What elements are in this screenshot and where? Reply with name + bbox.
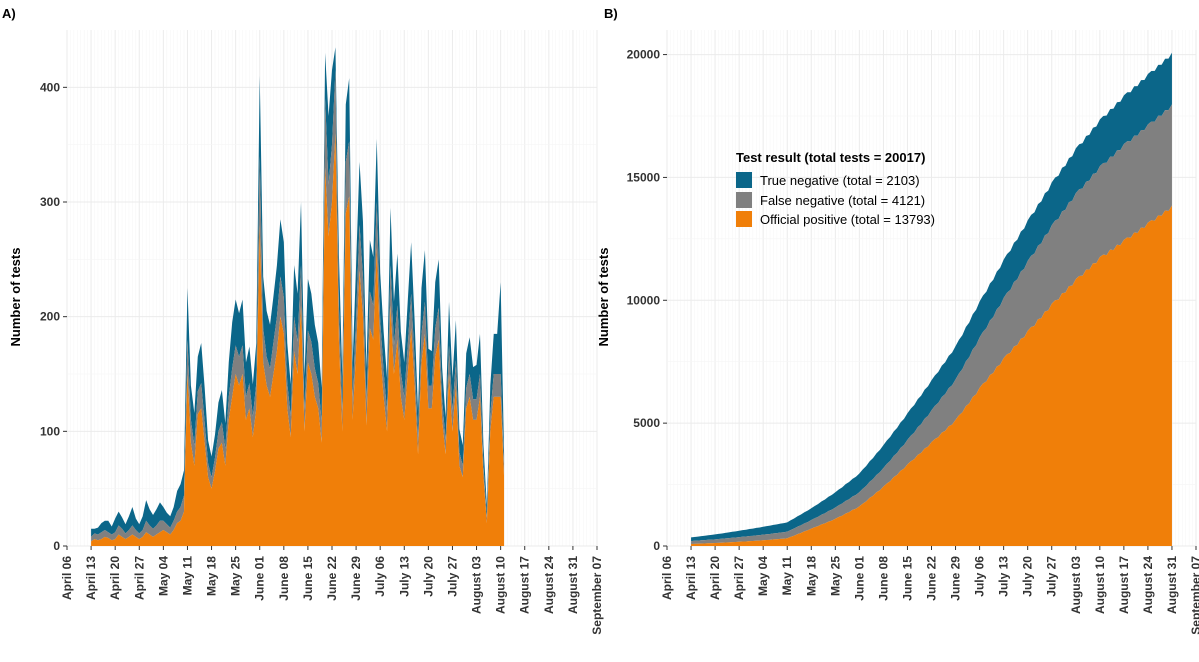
panel-a-areas: [91, 47, 505, 546]
y-tick-label: 10000: [627, 293, 661, 307]
x-tick-label: August 10: [1093, 556, 1107, 614]
x-tick-label: May 11: [180, 556, 194, 596]
x-tick-label: April 06: [660, 556, 674, 600]
x-tick-label: May 04: [756, 556, 770, 596]
legend-label-official-positive: Official positive (total = 13793): [760, 212, 935, 227]
y-tick-label: 300: [40, 195, 60, 209]
x-tick-label: April 20: [108, 556, 122, 600]
area-official-positive: [91, 133, 505, 546]
panel-a-y-axis: 0 100 200 300 400: [40, 80, 67, 553]
x-tick-label: June 22: [925, 556, 939, 601]
legend-title: Test result (total tests = 20017): [736, 150, 925, 165]
x-tick-label: April 20: [708, 556, 722, 600]
x-tick-label: April 27: [732, 556, 746, 600]
x-tick-label: August 24: [542, 556, 556, 614]
x-tick-label: June 01: [852, 556, 866, 601]
x-tick-label: June 22: [325, 556, 339, 601]
x-tick-label: August 03: [1069, 556, 1083, 614]
panel-b-legend: Test result (total tests = 20017) True n…: [736, 150, 935, 227]
x-tick-label: April 13: [684, 556, 698, 600]
area-official-positive: [691, 205, 1172, 547]
y-tick-label: 200: [40, 310, 60, 324]
legend-label-false-negative: False negative (total = 4121): [760, 193, 925, 208]
panel-a-x-axis: April 06 April 13 April 20 April 27 May 04 Ma…: [60, 546, 604, 635]
x-tick-label: June 29: [349, 556, 363, 601]
x-tick-label: June 01: [253, 556, 267, 601]
y-tick-label: 400: [40, 80, 60, 94]
x-tick-label: July 27: [1045, 556, 1059, 597]
x-tick-label: September 07: [1189, 556, 1199, 635]
legend-key-false-negative: [736, 192, 752, 208]
x-tick-label: August 17: [1117, 556, 1131, 614]
y-tick-label: 100: [40, 424, 60, 438]
x-tick-label: May 25: [229, 556, 243, 596]
x-tick-label: July 13: [997, 556, 1011, 597]
x-tick-label: July 13: [397, 556, 411, 597]
x-tick-label: August 10: [494, 556, 508, 614]
legend-key-true-negative: [736, 172, 752, 188]
x-tick-label: July 20: [421, 556, 435, 597]
x-tick-label: July 06: [373, 556, 387, 597]
x-tick-label: August 31: [566, 556, 580, 614]
x-tick-label: April 27: [132, 556, 146, 600]
legend-label-true-negative: True negative (total = 2103): [760, 173, 920, 188]
x-tick-label: September 07: [590, 556, 604, 635]
y-tick-label: 0: [53, 539, 60, 553]
x-tick-label: August 31: [1165, 556, 1179, 614]
panel-b-label: B): [604, 6, 618, 21]
x-tick-label: July 27: [445, 556, 459, 597]
x-tick-label: August 03: [470, 556, 484, 614]
x-tick-label: July 06: [973, 556, 987, 597]
x-tick-label: April 13: [84, 556, 98, 600]
area-true-negative: [91, 47, 505, 537]
x-tick-label: May 11: [780, 556, 794, 596]
area-true-negative: [691, 52, 1172, 542]
y-tick-label: 0: [653, 539, 660, 553]
x-tick-label: April 06: [60, 556, 74, 600]
panel-a: A) 0 100 200 300 400 April 06 April 13 April 2…: [2, 6, 604, 635]
x-tick-label: June 15: [301, 556, 315, 601]
x-tick-label: May 18: [205, 556, 219, 596]
panel-b-y-axis-title: Number of tests: [596, 248, 611, 347]
panel-b-x-axis: April 06 April 13 April 20 April 27 May 04 Ma…: [660, 546, 1199, 635]
panel-b-y-axis: 0 5000 10000 15000 20000: [627, 48, 667, 553]
panel-b-areas: [691, 52, 1172, 547]
y-tick-label: 20000: [627, 48, 661, 62]
legend-key-official-positive: [736, 211, 752, 227]
panel-a-y-axis-title: Number of tests: [8, 248, 23, 347]
x-tick-label: August 17: [518, 556, 532, 614]
x-tick-label: June 08: [876, 556, 890, 601]
panel-b: B) 0 5000 10000 15000 20000 April 06 April 13…: [596, 6, 1199, 635]
panel-a-label: A): [2, 6, 16, 21]
x-tick-label: June 08: [277, 556, 291, 601]
x-tick-label: August 24: [1141, 556, 1155, 614]
x-tick-label: May 04: [156, 556, 170, 596]
area-false-negative: [691, 104, 1172, 545]
x-tick-label: May 18: [804, 556, 818, 596]
y-tick-label: 15000: [627, 170, 661, 184]
y-tick-label: 5000: [633, 416, 660, 430]
x-tick-label: June 29: [949, 556, 963, 601]
x-tick-label: July 20: [1021, 556, 1035, 597]
x-tick-label: May 25: [828, 556, 842, 596]
x-tick-label: June 15: [900, 556, 914, 601]
